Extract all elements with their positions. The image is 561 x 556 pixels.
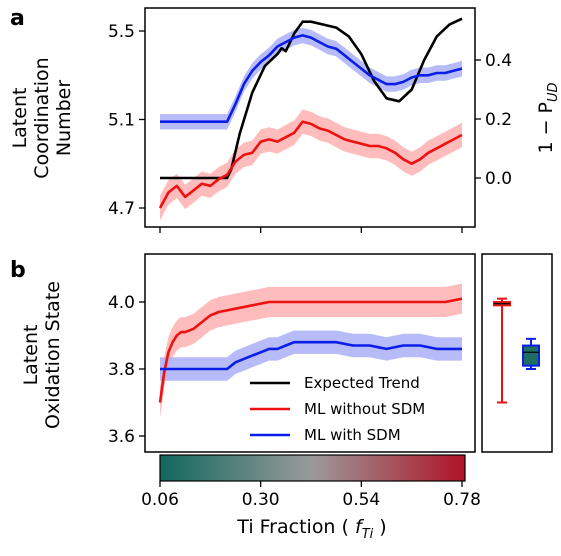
box-panel-frame [481, 253, 553, 453]
panel-a-y2label: 1 − PUD [535, 82, 561, 153]
panel-b-band-ml-with-sdm [160, 330, 462, 381]
legend-label-ml-with-sdm: ML with SDM [304, 426, 401, 444]
panel-label-b: b [10, 258, 26, 283]
panel-a-y2label-text: 1 − PUD [535, 82, 561, 153]
x-axis-label: Ti Fraction ( fTi ) [236, 516, 386, 542]
panel-a-ylabel-line3: Number [53, 80, 75, 157]
panel-b-line-ml-without-sdm [158, 297, 463, 403]
panel-a-frame [144, 7, 476, 228]
box-panel-plot [493, 297, 540, 404]
colorbar-tick-label: 0.30 [242, 490, 280, 510]
panel-a-ytick-label: 5.1 [108, 111, 135, 131]
panel-b-ytick-label: 3.6 [108, 427, 135, 447]
colorbar [159, 454, 466, 482]
legend-label-expected-trend: Expected Trend [304, 374, 420, 392]
axis-ticks: 4.7 5.1 5.5 0.0 0.2 0.4 3.6 3.8 4.0 [108, 22, 512, 447]
colorbar-tick-label: 0.06 [141, 490, 179, 510]
colorbar-ticks: 0.06 0.30 0.54 0.78 [141, 481, 481, 510]
panel-a-ytick-label: 4.7 [108, 199, 135, 219]
panel-a-ytick-label: 5.5 [108, 22, 135, 42]
panel-a-ylabel-line2: Coordination [31, 57, 53, 178]
panel-b-ylabel: Latent Oxidation State [20, 281, 64, 429]
panel-b-band-ml-without-sdm [160, 283, 462, 418]
colorbar-tick-label: 0.54 [342, 490, 380, 510]
panel-a-line-ml-without-sdm [158, 120, 463, 209]
panel-a-ylabel: Latent Coordination Number [9, 57, 75, 178]
legend-label-ml-without-sdm: ML without SDM [304, 400, 425, 418]
panel-a-band-ml-without-sdm [160, 109, 462, 221]
panel-b-plot [158, 283, 463, 418]
colorbar-tick-label: 0.78 [443, 490, 481, 510]
panel-b-ytick-label: 4.0 [108, 293, 135, 313]
box-ml-with-sdm [522, 337, 540, 370]
panel-b-line-ml-with-sdm [160, 340, 462, 371]
box-iqr [522, 344, 540, 367]
panel-b-ytick-label: 3.8 [108, 360, 135, 380]
panel-b-frame [144, 253, 476, 453]
panel-b-ylabel-line1: Latent [20, 325, 42, 386]
box-ml-without-sdm [493, 297, 511, 404]
panel-a-y2tick-label: 0.4 [485, 51, 512, 71]
panel-a-line-ml-with-sdm [160, 34, 463, 123]
panel-a-plot [158, 17, 463, 221]
panel-b-ylabel-line2: Oxidation State [42, 281, 64, 429]
panel-a-ylabel-line1: Latent [9, 88, 31, 149]
panel-label-a: a [10, 6, 25, 31]
panel-a-line-expected-trend [160, 17, 463, 180]
legend: Expected Trend ML without SDM ML with SDM [250, 374, 425, 444]
panel-a-y2tick-label: 0.2 [485, 110, 512, 130]
panel-a-y2tick-label: 0.0 [485, 169, 512, 189]
